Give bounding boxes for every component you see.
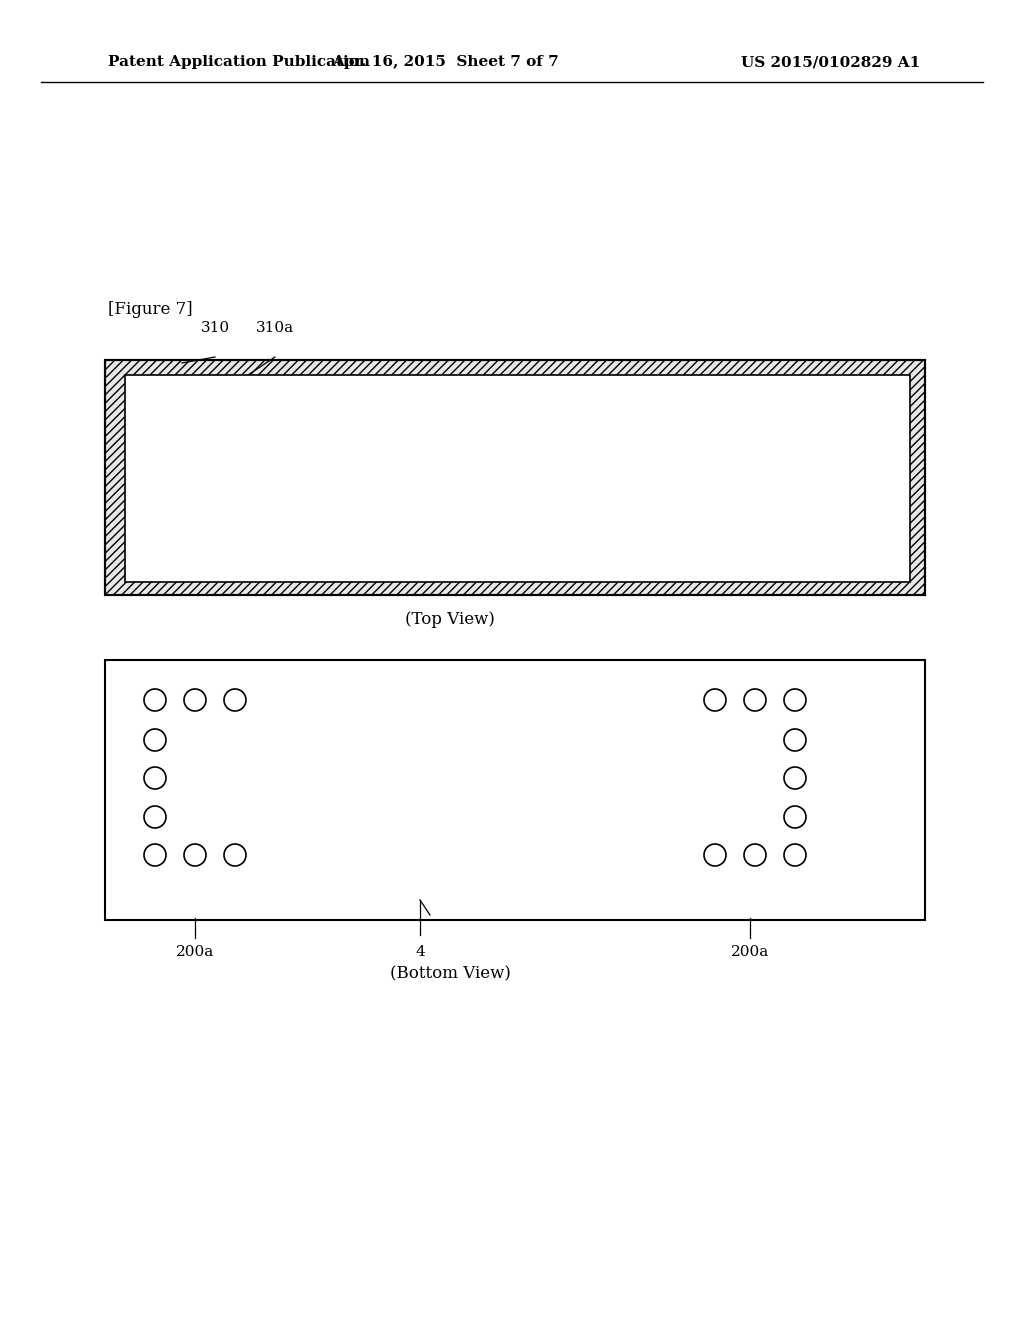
Bar	[125, 375, 910, 582]
Text: 200a: 200a	[731, 945, 769, 960]
Text: 4: 4	[415, 945, 425, 960]
Bar	[105, 660, 925, 920]
Text: [Figure 7]: [Figure 7]	[108, 301, 193, 318]
Bar	[105, 360, 925, 595]
Bar	[105, 360, 925, 595]
Text: 200a: 200a	[176, 945, 214, 960]
Text: US 2015/0102829 A1: US 2015/0102829 A1	[740, 55, 920, 69]
Text: 310a: 310a	[256, 321, 294, 335]
Text: Patent Application Publication: Patent Application Publication	[108, 55, 370, 69]
Text: Apr. 16, 2015  Sheet 7 of 7: Apr. 16, 2015 Sheet 7 of 7	[332, 55, 558, 69]
Text: 310: 310	[201, 321, 229, 335]
Text: (Top View): (Top View)	[406, 611, 495, 628]
Text: (Bottom View): (Bottom View)	[389, 965, 510, 982]
